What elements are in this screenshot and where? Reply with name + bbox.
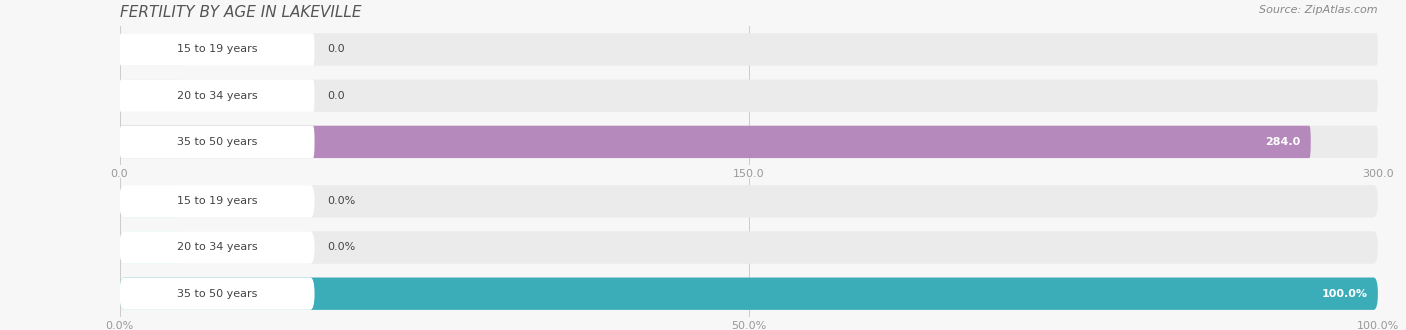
Text: 100.0%: 100.0%	[1322, 289, 1368, 299]
FancyBboxPatch shape	[120, 231, 183, 264]
Text: 0.0: 0.0	[328, 45, 344, 54]
FancyBboxPatch shape	[120, 278, 315, 310]
Text: 0.0%: 0.0%	[328, 243, 356, 252]
Text: 284.0: 284.0	[1265, 137, 1301, 147]
FancyBboxPatch shape	[120, 231, 315, 264]
FancyBboxPatch shape	[120, 33, 315, 66]
FancyBboxPatch shape	[120, 80, 183, 112]
Text: 0.0: 0.0	[328, 91, 344, 101]
FancyBboxPatch shape	[120, 33, 1378, 66]
Text: 35 to 50 years: 35 to 50 years	[177, 137, 257, 147]
Text: 20 to 34 years: 20 to 34 years	[177, 243, 257, 252]
FancyBboxPatch shape	[120, 126, 315, 158]
FancyBboxPatch shape	[120, 126, 1310, 158]
FancyBboxPatch shape	[120, 80, 315, 112]
Text: Source: ZipAtlas.com: Source: ZipAtlas.com	[1260, 5, 1378, 15]
FancyBboxPatch shape	[120, 278, 1378, 310]
Text: 0.0%: 0.0%	[328, 196, 356, 206]
FancyBboxPatch shape	[120, 126, 1378, 158]
FancyBboxPatch shape	[120, 185, 315, 217]
FancyBboxPatch shape	[120, 185, 1378, 217]
Text: 15 to 19 years: 15 to 19 years	[177, 45, 257, 54]
Text: 15 to 19 years: 15 to 19 years	[177, 196, 257, 206]
FancyBboxPatch shape	[120, 185, 183, 217]
FancyBboxPatch shape	[120, 80, 1378, 112]
FancyBboxPatch shape	[120, 33, 183, 66]
FancyBboxPatch shape	[120, 278, 1378, 310]
Text: 20 to 34 years: 20 to 34 years	[177, 91, 257, 101]
Text: FERTILITY BY AGE IN LAKEVILLE: FERTILITY BY AGE IN LAKEVILLE	[120, 5, 361, 20]
Text: 35 to 50 years: 35 to 50 years	[177, 289, 257, 299]
FancyBboxPatch shape	[120, 231, 1378, 264]
